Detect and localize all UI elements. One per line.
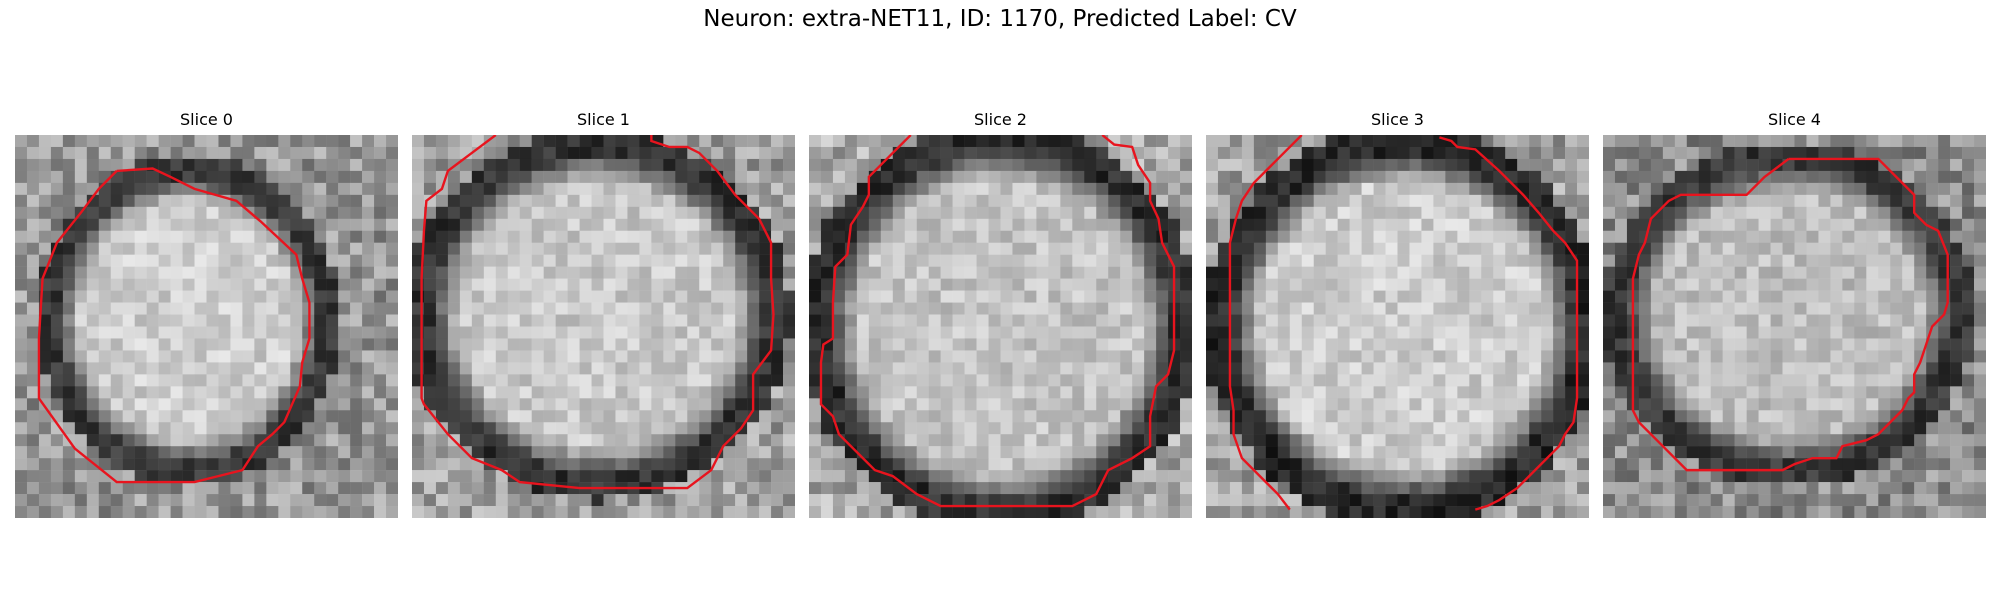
- slice-4-contour: [1631, 157, 1949, 472]
- slice-1-contour: [420, 135, 775, 490]
- slice-3-title: Slice 3: [1371, 110, 1424, 129]
- slice-1-pixels: [412, 135, 795, 518]
- slice-4-image: [1603, 135, 1986, 518]
- slice-2-pixels: [809, 135, 1192, 518]
- slice-3-contour: [1228, 135, 1303, 511]
- figure-title: Neuron: extra-NET11, ID: 1170, Predicted…: [703, 6, 1297, 32]
- slice-1-image: [412, 135, 795, 518]
- slice-0-panel: [15, 135, 398, 518]
- slice-2-image: [809, 135, 1192, 518]
- slice-3-contour-right: [1439, 136, 1579, 511]
- slice-0-image: [15, 135, 398, 518]
- slice-3-image: [1206, 135, 1589, 518]
- slice-4-pixels: [1603, 135, 1986, 518]
- slice-0-contour: [37, 167, 311, 484]
- slice-2-title: Slice 2: [974, 110, 1027, 129]
- slice-0-pixels: [15, 135, 398, 518]
- slice-3-pixels: [1206, 135, 1589, 518]
- slice-1-title: Slice 1: [577, 110, 630, 129]
- slice-0-title: Slice 0: [180, 110, 233, 129]
- slice-4-title: Slice 4: [1768, 110, 1821, 129]
- slice-4-panel: [1603, 135, 1986, 518]
- slice-1-panel: [412, 135, 795, 518]
- slice-3-panel: [1206, 135, 1589, 518]
- slice-2-contour: [819, 135, 1176, 508]
- slice-2-panel: [809, 135, 1192, 518]
